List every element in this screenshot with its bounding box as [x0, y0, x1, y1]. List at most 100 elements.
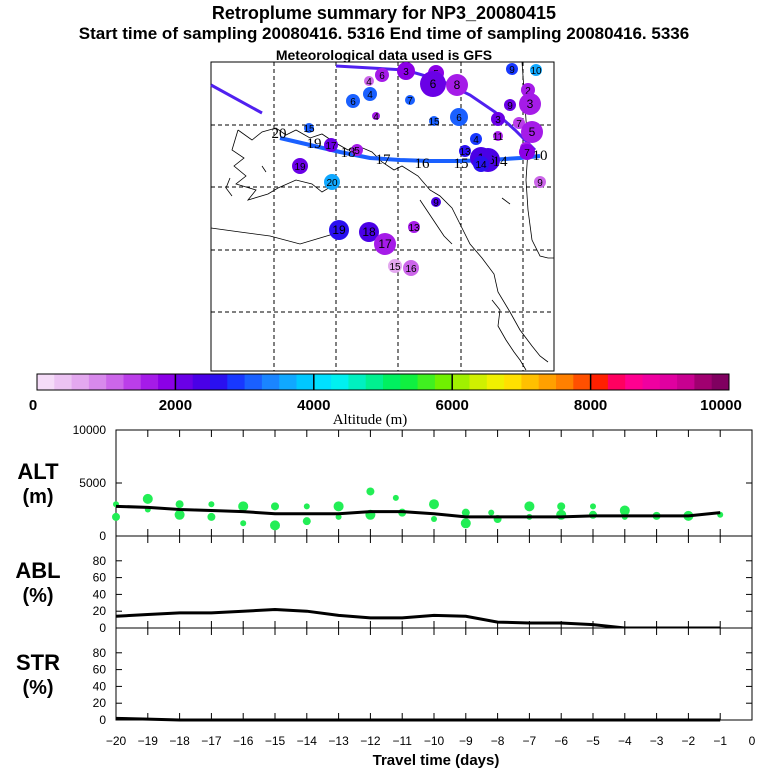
map-dot-marker [292, 158, 308, 174]
alt-point [461, 508, 470, 517]
x-tick-label: −16 [233, 734, 254, 748]
x-tick-label: −12 [360, 734, 381, 748]
map-dot-label: 7 [407, 96, 413, 107]
colorbar-segment [504, 374, 522, 390]
map-dot: 7 [519, 144, 535, 160]
alt-point [271, 502, 279, 511]
map-dot-marker [329, 220, 349, 240]
panel-3: 80 60 40 20 0 STR(%) [16, 627, 753, 727]
trajectory-day-label: 17 [376, 152, 392, 168]
map-dot-label: 9 [433, 198, 439, 209]
map-dot: 9 [506, 63, 518, 76]
colorbar-segment [573, 374, 592, 390]
map-dot: 15 [428, 116, 440, 128]
map-dot-marker [324, 174, 340, 190]
map-dot: 7 [513, 117, 525, 130]
colorbar-segment [54, 374, 73, 390]
colorbar-segment [434, 374, 453, 390]
y-tick-label: 10000 [73, 423, 107, 437]
colorbar-tick-label: 2000 [159, 397, 192, 414]
x-tick-label: 0 [749, 734, 756, 748]
x-tick-label: −4 [618, 734, 632, 748]
colorbar-segment [711, 374, 730, 390]
colorbar-tick-label: 4000 [297, 397, 330, 414]
colorbar-segment [486, 374, 505, 390]
map-panel: 3910658462647933471565416111310711451517… [210, 61, 555, 372]
trajectory-dots: 3910658462647933471565416111310711451517… [292, 62, 546, 276]
map-dot-marker [519, 144, 535, 160]
x-tick-label: −1 [713, 734, 727, 748]
colorbar-segment [227, 374, 246, 390]
panel-ylabel: STR [16, 650, 60, 675]
map-dot-label: 5 [354, 146, 360, 157]
map-dot-label: 14 [475, 160, 487, 171]
trajectory-day-label: 16 [415, 156, 431, 172]
colorbar-segment [175, 374, 194, 390]
y-tick-label: 0 [99, 529, 106, 543]
x-tick-label: −13 [328, 734, 349, 748]
map-dot-marker [446, 74, 468, 96]
map-dot-marker [324, 138, 338, 152]
map-dot: 15 [303, 123, 315, 135]
panel-ylabel-unit: (%) [22, 585, 53, 607]
map-dot: 19 [329, 220, 349, 240]
map-dot: 3 [491, 112, 505, 126]
chart-title: Retroplume summary for NP3_20080415 [211, 3, 557, 23]
trajectory-day-label: 15 [454, 156, 469, 172]
colorbar-segment [123, 374, 142, 390]
x-tick-label: −19 [138, 734, 159, 748]
map-dot-label: 4 [473, 135, 479, 146]
map-dot: 4 [363, 87, 377, 101]
alt-point [207, 512, 216, 521]
map-dot: 13 [459, 145, 471, 158]
altitude-colorbar [36, 373, 730, 391]
map-dot: 9 [504, 99, 516, 112]
map-dot: 10 [530, 64, 542, 77]
colorbar-tick-labels: 0 2000 4000 6000 8000 10000 [29, 397, 742, 414]
x-tick-labels: −20 −19 −18 −17 −16 −15 −14 −13 −12 −11 −10 −9 −8 −7−… [106, 734, 756, 748]
colorbar-segment [452, 374, 470, 390]
map-dot-marker [420, 71, 446, 97]
map-dot: 15 [388, 259, 402, 273]
sampling-times: Start time of sampling 20080416. 5316 En… [78, 24, 690, 43]
colorbar-segment [296, 374, 315, 390]
y-tick-label: 20 [93, 604, 107, 618]
colorbar-segment [140, 374, 159, 390]
y-tick-label: 80 [93, 554, 107, 568]
alt-point [112, 512, 120, 521]
map-dot-marker [473, 156, 489, 172]
colorbar-segment [556, 374, 574, 390]
alt-point [431, 516, 437, 523]
trajectory-day-label: 10 [533, 148, 548, 164]
colorbar-segment [192, 374, 211, 390]
x-tick-label: −14 [297, 734, 318, 748]
map-dot: 4 [470, 133, 482, 146]
x-axis-label: Travel time (days) [373, 752, 500, 768]
map-dot-marker [530, 64, 542, 76]
map-dot: 9 [431, 197, 441, 209]
map-dot-marker [450, 108, 468, 126]
x-tick-label: −10 [424, 734, 445, 748]
map-dot-label: 4 [367, 90, 373, 101]
y-tick-label: 0 [99, 713, 106, 727]
colorbar-segment [417, 374, 436, 390]
colorbar-tick-label: 6000 [436, 397, 469, 414]
colorbar-segment [365, 374, 384, 390]
map-dot-marker [351, 144, 363, 156]
colorbar-segment [331, 374, 349, 390]
colorbar-segment [210, 374, 228, 390]
x-tick-label: −9 [459, 734, 473, 748]
map-dot-marker [506, 63, 518, 75]
map-dot: 16 [403, 260, 419, 276]
alt-point [238, 501, 249, 512]
map-dot-label: 7 [516, 119, 522, 130]
map-dot-label: 6 [379, 71, 385, 82]
alt-point [366, 487, 375, 496]
map-dot-label: 17 [378, 237, 392, 251]
alt-point [333, 501, 344, 512]
alt-median-line [115, 504, 721, 519]
alt-point [303, 503, 310, 510]
map-dot: 19 [292, 158, 308, 174]
y-tick-label: 80 [93, 646, 107, 660]
